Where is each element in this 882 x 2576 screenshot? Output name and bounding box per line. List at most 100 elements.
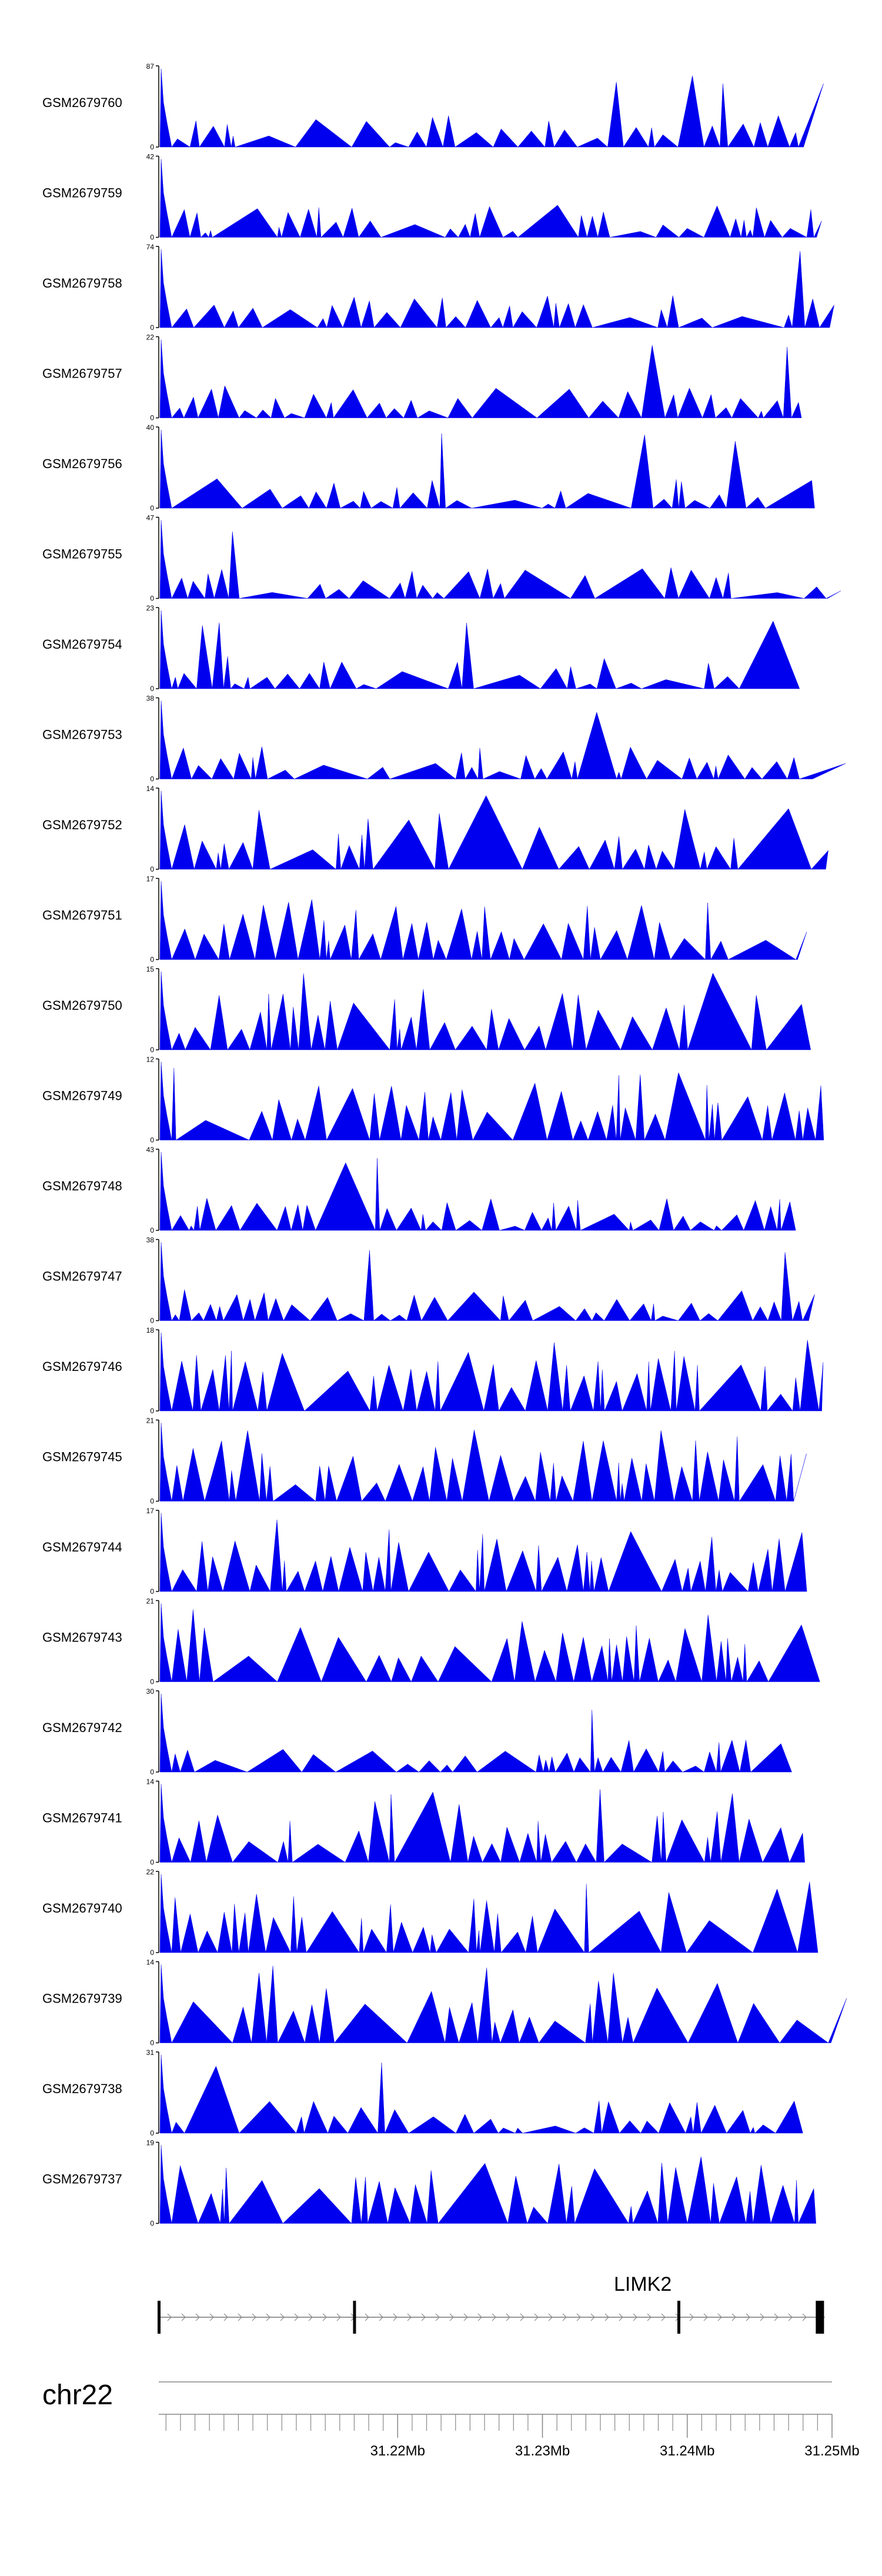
track-GSM2679756: GSM2679756 40 0: [42, 423, 815, 512]
exon: [353, 2301, 356, 2334]
y-max-label: 42: [146, 153, 155, 161]
track-GSM2679740: GSM2679740 22 0: [42, 1868, 818, 1957]
track-name: GSM2679751: [42, 908, 122, 923]
track-GSM2679737: GSM2679737 19 0: [42, 2139, 816, 2228]
coverage-area: [159, 610, 800, 689]
track-GSM2679758: GSM2679758 74 0: [42, 243, 834, 332]
strand-arrow: [477, 2313, 482, 2321]
strand-arrow: [619, 2313, 623, 2321]
track-GSM2679748: GSM2679748 43 0: [42, 1146, 796, 1234]
strand-arrow: [802, 2313, 807, 2321]
strand-arrow: [703, 2313, 708, 2321]
strand-arrow: [633, 2313, 637, 2321]
y-max-label: 38: [146, 695, 155, 703]
y-min-label: 0: [150, 595, 154, 603]
y-max-label: 30: [146, 1687, 155, 1696]
strand-arrow: [266, 2313, 270, 2321]
strand-arrow: [520, 2313, 524, 2321]
y-max-label: 87: [146, 62, 155, 71]
strand-arrow: [731, 2313, 736, 2321]
ruler-tick-label: 31.23Mb: [515, 2443, 570, 2459]
track-GSM2679760: GSM2679760 87 0: [42, 62, 824, 151]
genome-ruler: chr22 31.22Mb 31.23Mb 31.24Mb 31.25Mb: [42, 2380, 860, 2459]
strand-arrow: [379, 2313, 383, 2321]
gene-track: LIMK2: [158, 2273, 825, 2334]
y-max-label: 74: [146, 243, 155, 251]
y-min-label: 0: [150, 956, 154, 964]
strand-arrow: [647, 2313, 652, 2321]
y-max-label: 21: [146, 1417, 155, 1425]
gene-label: LIMK2: [614, 2273, 671, 2295]
track-name: GSM2679747: [42, 1269, 122, 1284]
y-min-label: 0: [150, 775, 154, 783]
y-min-label: 0: [150, 1407, 154, 1415]
strand-arrow: [506, 2313, 510, 2321]
y-max-label: 15: [146, 965, 155, 973]
track-name: GSM2679754: [42, 637, 122, 652]
strand-arrow: [492, 2313, 496, 2321]
y-max-label: 21: [146, 1597, 155, 1606]
track-GSM2679742: GSM2679742 30 0: [42, 1687, 792, 1776]
y-max-label: 47: [146, 514, 155, 522]
strand-arrow: [576, 2313, 581, 2321]
track-name: GSM2679745: [42, 1450, 122, 1464]
strand-arrow: [336, 2313, 341, 2321]
track-GSM2679752: GSM2679752 14 0: [42, 785, 828, 873]
y-max-label: 17: [146, 1507, 155, 1515]
y-min-label: 0: [150, 1678, 154, 1686]
track-name: GSM2679757: [42, 366, 122, 381]
y-max-label: 31: [146, 2048, 155, 2057]
y-max-label: 38: [146, 1236, 155, 1244]
chromosome-label: chr22: [42, 2380, 113, 2411]
coverage-area: [159, 1874, 818, 1953]
y-max-label: 14: [146, 785, 155, 793]
strand-arrow: [322, 2313, 327, 2321]
track-GSM2679747: GSM2679747 38 0: [42, 1236, 815, 1325]
track-name: GSM2679755: [42, 547, 122, 562]
track-name: GSM2679750: [42, 998, 122, 1013]
track-name: GSM2679756: [42, 456, 122, 471]
y-min-label: 0: [150, 685, 154, 693]
track-GSM2679757: GSM2679757 22 0: [42, 333, 802, 422]
coverage-area: [159, 249, 834, 328]
strand-arrow: [689, 2313, 694, 2321]
coverage-area: [159, 881, 807, 960]
track-name: GSM2679752: [42, 817, 122, 832]
strand-arrow: [604, 2313, 609, 2321]
track-GSM2679753: GSM2679753 38 0: [42, 695, 846, 783]
y-min-label: 0: [150, 1497, 154, 1506]
track-name: GSM2679749: [42, 1089, 122, 1103]
coverage-area: [159, 1242, 815, 1322]
coverage-area: [159, 1062, 824, 1141]
strand-arrow: [280, 2313, 285, 2321]
coverage-area: [159, 2054, 803, 2134]
coverage-area: [159, 520, 841, 599]
y-min-label: 0: [150, 1587, 154, 1596]
y-min-label: 0: [150, 2129, 154, 2137]
strand-arrow: [195, 2313, 200, 2321]
track-name: GSM2679744: [42, 1540, 122, 1554]
y-min-label: 0: [150, 1858, 154, 1867]
track-name: GSM2679760: [42, 95, 122, 110]
y-max-label: 22: [146, 333, 155, 342]
y-max-label: 40: [146, 423, 155, 432]
track-GSM2679754: GSM2679754 23 0: [42, 604, 800, 693]
exon: [158, 2301, 161, 2334]
y-min-label: 0: [150, 143, 154, 151]
track-GSM2679741: GSM2679741 14 0: [42, 1778, 805, 1867]
strand-arrow: [181, 2313, 186, 2321]
y-min-label: 0: [150, 1136, 154, 1144]
y-min-label: 0: [150, 2039, 154, 2047]
strand-arrow: [223, 2313, 228, 2321]
track-name: GSM2679740: [42, 1901, 122, 1916]
track-name: GSM2679748: [42, 1179, 122, 1193]
y-min-label: 0: [150, 1046, 154, 1054]
track-GSM2679745: GSM2679745 21 0: [42, 1417, 807, 1506]
ruler-tick-label: 31.24Mb: [660, 2443, 714, 2459]
track-name: GSM2679759: [42, 186, 122, 201]
y-max-label: 43: [146, 1146, 155, 1154]
y-min-label: 0: [150, 865, 154, 873]
track-GSM2679738: GSM2679738 31 0: [42, 2048, 803, 2137]
coverage-area: [159, 1423, 807, 1502]
